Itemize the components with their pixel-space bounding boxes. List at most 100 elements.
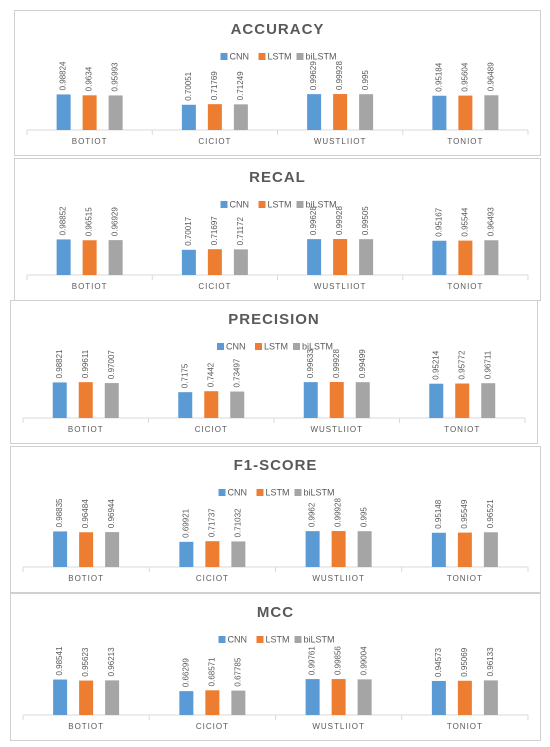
chart-panel: PRECISION CNN LSTM biLSTM BOTIOT 0.98821 0.996…: [10, 300, 538, 444]
bar: [432, 95, 447, 130]
bar: [56, 94, 71, 130]
chart: MCC CNN LSTM biLSTM BOTIOT 0.98541 0.95623 0.96…: [22, 604, 529, 731]
value-label: 0.95623: [81, 647, 90, 676]
legend-swatch: [218, 489, 226, 496]
value-label: 0.95167: [434, 207, 443, 236]
chart-title: PRECISION: [228, 311, 320, 328]
legend-swatch: [294, 636, 302, 643]
legend-label: CNN: [230, 51, 250, 61]
x-tick-label: BOTIOT: [68, 574, 104, 583]
chart-panel: ACCURACY CNN LSTM biLSTM BOTIOT 0.98824 0.9634…: [14, 10, 541, 156]
bar: [481, 383, 496, 418]
chart-panel: MCC CNN LSTM biLSTM BOTIOT 0.98541 0.95623 0.96…: [10, 593, 541, 741]
x-tick-label: WUSTLIIOT: [310, 425, 363, 434]
legend-label: biLSTM: [306, 199, 337, 209]
x-tick-label: CICIOT: [195, 425, 228, 434]
value-label: 0.95214: [431, 350, 440, 379]
legend-swatch: [220, 53, 228, 60]
legend-swatch: [294, 489, 302, 496]
bar: [431, 680, 446, 715]
value-label: 0.99928: [335, 206, 344, 235]
x-tick-label: WUSTLIIOT: [314, 282, 367, 291]
bar: [357, 531, 372, 567]
bar: [331, 679, 346, 715]
value-label: 0.98852: [59, 206, 68, 235]
bar: [307, 239, 322, 275]
bar: [303, 382, 318, 418]
value-label: 0.95993: [111, 62, 120, 91]
bar: [181, 249, 196, 275]
bar: [331, 531, 346, 567]
value-label: 0.99928: [334, 498, 343, 527]
value-label: 0.99611: [81, 349, 90, 378]
legend-label: CNN: [230, 199, 250, 209]
value-label: 0.95772: [457, 350, 466, 379]
value-label: 0.69921: [181, 508, 190, 537]
value-label: 0.98835: [55, 498, 64, 527]
legend-label: CNN: [228, 634, 248, 644]
legend-label: LSTM: [268, 51, 292, 61]
value-label: 0.96133: [486, 647, 495, 676]
bar: [231, 541, 246, 567]
bar: [359, 239, 374, 275]
legend-label: CNN: [226, 341, 246, 351]
value-label: 0.66299: [181, 658, 190, 687]
value-label: 0.99004: [360, 646, 369, 675]
chart: PRECISION CNN LSTM biLSTM BOTIOT 0.98821 0.996…: [22, 311, 526, 434]
bar: [53, 531, 68, 567]
bar: [179, 691, 194, 715]
bar: [233, 249, 248, 275]
bar: [357, 679, 372, 715]
chart-panel: RECAL CNN LSTM biLSTM BOTIOT 0.98852 0.96515 0.…: [14, 158, 541, 301]
x-tick-label: TONIOT: [447, 574, 483, 583]
value-label: 0.95549: [460, 499, 469, 528]
bar: [305, 679, 320, 715]
x-tick-label: BOTIOT: [68, 722, 104, 731]
value-label: 0.98541: [55, 646, 64, 675]
bar: [230, 391, 245, 418]
bar: [484, 240, 499, 275]
value-label: 0.98821: [55, 349, 64, 378]
legend-swatch: [256, 636, 264, 643]
legend-swatch: [217, 343, 224, 350]
chart-title: RECAL: [249, 169, 306, 186]
bar: [458, 240, 473, 275]
value-label: 0.96493: [486, 207, 495, 236]
legend-label: LSTM: [268, 199, 292, 209]
legend-swatch: [296, 201, 304, 208]
bar: [104, 383, 119, 418]
value-label: 0.9634: [85, 66, 94, 91]
x-tick-label: BOTIOT: [72, 282, 108, 291]
value-label: 0.99633: [306, 349, 315, 378]
chart: F1-SCORE CNN LSTM biLSTM BOTIOT 0.98835 0.9648…: [22, 457, 529, 583]
bar: [105, 680, 120, 715]
legend-swatch: [296, 53, 304, 60]
legend-label: biLSTM: [304, 487, 335, 497]
legend-label: biLSTM: [302, 341, 333, 351]
bar: [207, 249, 222, 275]
value-label: 0.95604: [460, 62, 469, 91]
bar: [432, 240, 447, 275]
chart-title: ACCURACY: [231, 21, 325, 38]
value-label: 0.71737: [207, 508, 216, 537]
x-tick-label: CICIOT: [198, 137, 231, 146]
bar: [178, 392, 193, 418]
value-label: 0.70017: [184, 216, 193, 245]
bar: [108, 95, 123, 130]
value-label: 0.70051: [184, 71, 193, 100]
value-label: 0.95184: [434, 62, 443, 91]
x-tick-label: CICIOT: [198, 282, 231, 291]
chart-panel: F1-SCORE CNN LSTM biLSTM BOTIOT 0.98835 0.9648…: [10, 446, 541, 593]
bar: [359, 94, 374, 130]
legend-label: LSTM: [264, 341, 288, 351]
bar: [429, 383, 444, 418]
x-tick-label: TONIOT: [444, 425, 480, 434]
bar: [333, 239, 348, 275]
bar: [205, 541, 220, 567]
bar: [82, 95, 97, 130]
bar: [205, 690, 220, 715]
value-label: 0.67785: [233, 657, 242, 686]
bar: [181, 104, 196, 130]
chart: RECAL CNN LSTM biLSTM BOTIOT 0.98852 0.96515 0.…: [26, 169, 529, 291]
